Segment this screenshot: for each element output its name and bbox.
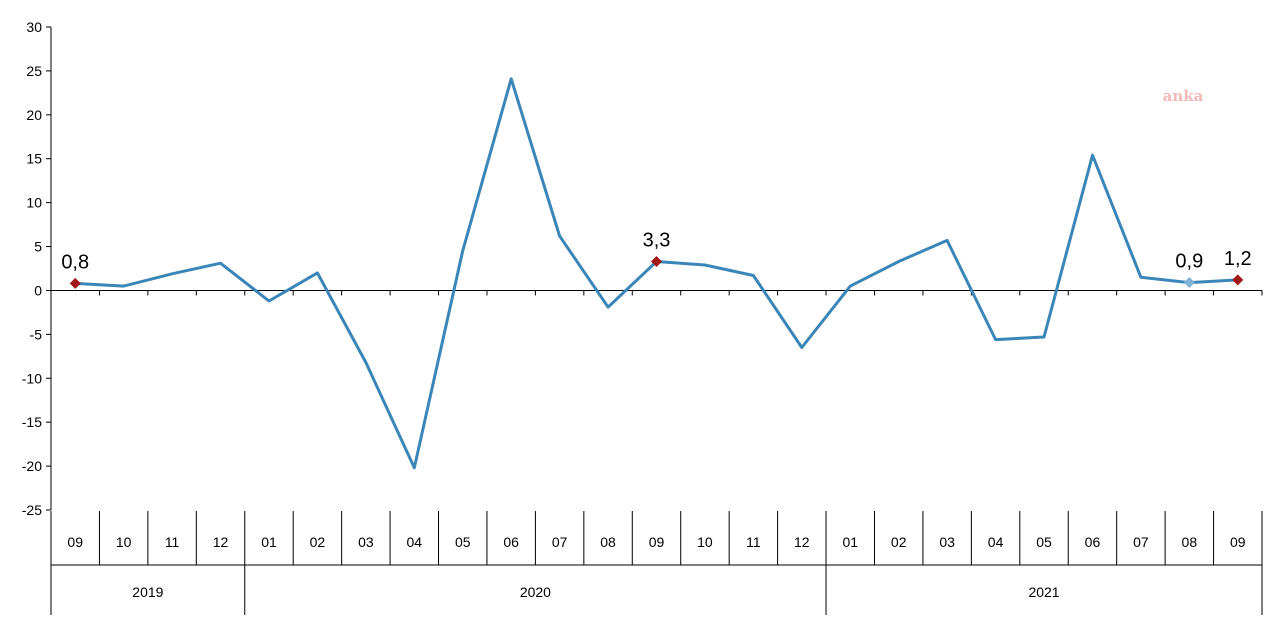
data-label: 1,2: [1224, 248, 1252, 270]
category-label: 02: [891, 534, 907, 550]
category-label: 05: [455, 534, 471, 550]
year-label: 2020: [520, 584, 551, 600]
category-label: 07: [1133, 534, 1149, 550]
category-label: 07: [552, 534, 568, 550]
category-label: 12: [794, 534, 810, 550]
data-label: 0,8: [61, 251, 89, 273]
highlight-marker: [651, 255, 662, 267]
category-label: 12: [213, 534, 229, 550]
highlight-marker: [1232, 274, 1244, 286]
y-axis: 30 25 20 15 10 5 0 -5 -10 -15 -20 -25: [22, 19, 52, 518]
category-label: 04: [407, 534, 423, 550]
y-tick-label: -10: [22, 370, 42, 386]
category-label: 01: [842, 534, 858, 550]
highlight-marker: [69, 277, 81, 289]
y-tick-label: 15: [26, 151, 42, 167]
category-label: 09: [1230, 534, 1246, 550]
y-tick-label: -25: [22, 502, 42, 518]
y-tick-label: -5: [30, 326, 43, 342]
y-tick-label: 25: [26, 63, 42, 79]
category-label: 10: [697, 534, 713, 550]
category-label: 03: [358, 534, 374, 550]
y-tick-label: 0: [34, 282, 42, 298]
category-label: 01: [261, 534, 277, 550]
category-label: 08: [600, 534, 616, 550]
y-tick-label: 30: [26, 19, 42, 35]
year-label: 2021: [1028, 584, 1059, 600]
marker-layer: 0,8 3,3 0,9 1,2: [61, 229, 1252, 289]
category-label: 08: [1182, 534, 1198, 550]
year-label: 2019: [132, 584, 163, 600]
category-label: 02: [310, 534, 326, 550]
y-tick-label: 5: [34, 239, 42, 255]
y-tick-label: -20: [22, 458, 42, 474]
category-label: 06: [1085, 534, 1101, 550]
category-label: 06: [503, 534, 519, 550]
category-label: 05: [1036, 534, 1052, 550]
category-label: 11: [165, 534, 180, 550]
y-tick-label: -15: [22, 414, 42, 430]
series-line: [73, 77, 1240, 470]
category-label: 11: [746, 534, 761, 550]
data-label: 3,3: [643, 229, 671, 251]
category-label: 03: [939, 534, 955, 550]
category-label: 10: [116, 534, 132, 550]
series-layer: [73, 77, 1240, 470]
category-label: 04: [988, 534, 1004, 550]
highlight-marker: [1183, 277, 1195, 289]
data-label: 0,9: [1175, 251, 1203, 273]
x-axis: 09 10 11 12 01 02 03 04 05 06 07 08 09 10 11 12 01 02 03 04…: [50, 289, 1263, 615]
y-tick-label: 10: [26, 195, 42, 211]
y-tick-label: 20: [26, 107, 42, 123]
category-label: 09: [649, 534, 665, 550]
category-label: 09: [67, 534, 83, 550]
watermark-text: anka: [1163, 87, 1204, 105]
